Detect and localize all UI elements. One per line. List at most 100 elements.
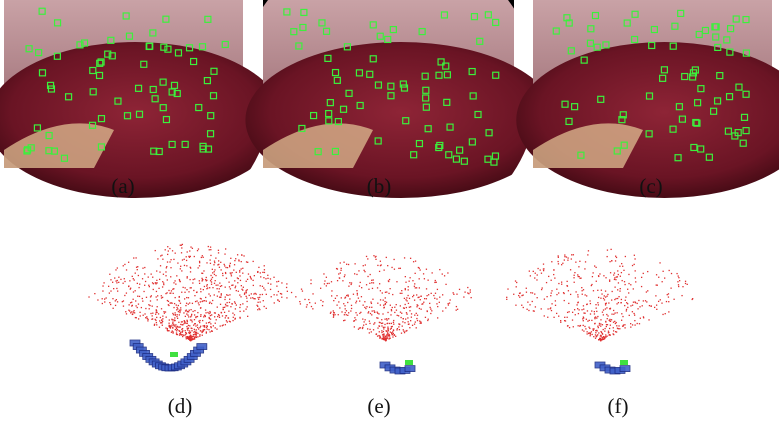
cloud-point (397, 315, 398, 316)
cloud-point (190, 335, 191, 336)
cloud-point (184, 298, 185, 299)
cloud-point (597, 290, 598, 291)
cloud-point (112, 282, 113, 283)
cloud-point (404, 322, 405, 323)
cloud-point (157, 295, 158, 296)
cloud-point (595, 267, 596, 268)
cloud-point (191, 314, 192, 315)
cloud-point (654, 307, 655, 308)
cloud-point (582, 329, 583, 330)
cloud-point (448, 303, 449, 304)
cloud-point (387, 326, 388, 327)
cloud-point (260, 272, 261, 273)
cloud-point (154, 324, 155, 325)
cloud-point (401, 290, 402, 291)
cloud-point (390, 305, 391, 306)
cloud-point (191, 315, 192, 316)
cloud-point (193, 339, 194, 340)
cloud-point (246, 281, 247, 282)
cloud-point (166, 292, 167, 293)
cloud-point (535, 306, 536, 307)
cloud-point (518, 295, 519, 296)
cloud-point (104, 301, 105, 302)
cloud-point (216, 285, 217, 286)
cloud-point (173, 293, 174, 294)
cloud-point (624, 281, 625, 282)
cloud-point (618, 328, 619, 329)
cloud-point (197, 327, 198, 328)
cloud-point (409, 298, 410, 299)
cloud-point (162, 316, 163, 317)
cloud-point (191, 330, 192, 331)
cloud-point (623, 270, 624, 271)
cloud-point (588, 327, 589, 328)
cloud-point (172, 321, 173, 322)
cloud-point (188, 311, 189, 312)
cloud-point (196, 337, 197, 338)
cloud-point (627, 303, 628, 304)
cloud-point (370, 313, 371, 314)
cloud-point (600, 298, 601, 299)
cloud-point (170, 327, 171, 328)
cloud-point (187, 328, 188, 329)
cloud-point (581, 290, 582, 291)
cloud-point (199, 327, 200, 328)
cloud-point (391, 333, 392, 334)
cloud-point (312, 308, 313, 309)
cloud-point (585, 261, 586, 262)
cloud-point (167, 254, 168, 255)
cloud-point (591, 331, 592, 332)
cloud-point (124, 281, 125, 282)
cloud-point (551, 292, 552, 293)
cloud-point (159, 271, 160, 272)
cloud-point (621, 313, 622, 314)
cloud-point (218, 260, 219, 261)
cloud-point (383, 299, 384, 300)
cloud-point (607, 315, 608, 316)
cloud-point (373, 310, 374, 311)
cloud-point (138, 275, 139, 276)
cloud-point (181, 247, 182, 248)
cloud-point (551, 261, 552, 262)
cloud-point (405, 282, 406, 283)
cloud-point (355, 319, 356, 320)
cloud-point (587, 333, 588, 334)
cloud-point (225, 248, 226, 249)
cloud-point (210, 295, 211, 296)
cloud-point (188, 332, 189, 333)
cloud-point (116, 282, 117, 283)
cloud-point (567, 257, 568, 258)
cloud-point (237, 282, 238, 283)
cloud-point (188, 337, 189, 338)
cloud-point (596, 307, 597, 308)
cloud-point (230, 306, 231, 307)
cloud-point (426, 298, 427, 299)
cloud-point (371, 314, 372, 315)
cloud-point (388, 281, 389, 282)
cloud-point (257, 271, 258, 272)
cloud-point (202, 330, 203, 331)
cloud-point (383, 328, 384, 329)
cloud-point (172, 313, 173, 314)
cloud-point (161, 255, 162, 256)
cloud-point (590, 335, 591, 336)
cloud-point (598, 304, 599, 305)
cloud-point (577, 296, 578, 297)
cloud-point (333, 314, 334, 315)
cloud-point (162, 281, 163, 282)
cloud-point (243, 310, 244, 311)
cloud-point (320, 300, 321, 301)
cloud-point (604, 338, 605, 339)
cloud-point (112, 298, 113, 299)
cloud-point (172, 323, 173, 324)
cloud-point (445, 307, 446, 308)
cloud-point (619, 328, 620, 329)
cloud-point (144, 285, 145, 286)
cloud-point (110, 290, 111, 291)
cloud-point (260, 276, 261, 277)
cloud-point (521, 295, 522, 296)
cloud-point (613, 330, 614, 331)
cloud-point (595, 334, 596, 335)
cloud-point (571, 254, 572, 255)
cloud-point (620, 288, 621, 289)
